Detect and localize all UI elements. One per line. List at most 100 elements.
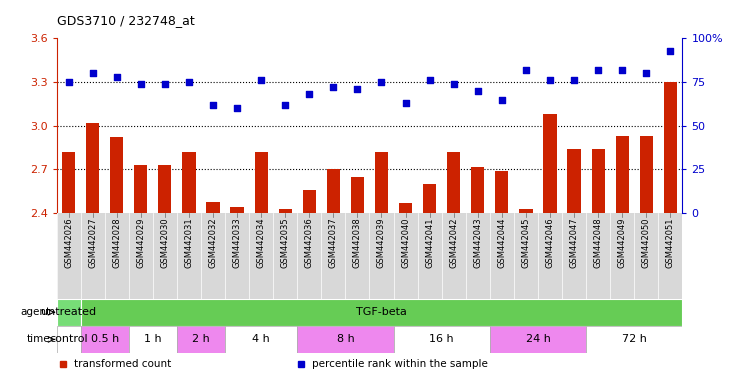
Point bbox=[231, 105, 243, 111]
Text: GSM442028: GSM442028 bbox=[112, 217, 121, 268]
Text: GSM442027: GSM442027 bbox=[88, 217, 97, 268]
Point bbox=[640, 70, 652, 76]
Point bbox=[183, 79, 195, 85]
Bar bbox=[225, 326, 297, 353]
Bar bbox=[134, 165, 148, 213]
Text: percentile rank within the sample: percentile rank within the sample bbox=[312, 359, 488, 369]
Text: GSM442031: GSM442031 bbox=[185, 217, 194, 268]
Text: GSM442049: GSM442049 bbox=[618, 217, 627, 268]
Text: transformed count: transformed count bbox=[74, 359, 171, 369]
Bar bbox=[639, 136, 653, 213]
Bar bbox=[207, 202, 219, 213]
Point bbox=[592, 67, 604, 73]
Point bbox=[664, 48, 676, 54]
Text: GSM442048: GSM442048 bbox=[593, 217, 602, 268]
Point bbox=[159, 81, 171, 87]
Text: 0.5 h: 0.5 h bbox=[90, 334, 119, 344]
Point bbox=[568, 77, 580, 83]
Text: 16 h: 16 h bbox=[429, 334, 454, 344]
Text: TGF-beta: TGF-beta bbox=[356, 307, 407, 317]
Bar bbox=[351, 177, 364, 213]
Bar bbox=[57, 326, 81, 353]
Bar bbox=[471, 167, 484, 213]
Point bbox=[616, 67, 628, 73]
Text: GSM442045: GSM442045 bbox=[522, 217, 530, 268]
Text: 4 h: 4 h bbox=[253, 334, 270, 344]
Text: GSM442030: GSM442030 bbox=[161, 217, 170, 268]
Point bbox=[111, 74, 123, 80]
Point bbox=[87, 70, 99, 76]
Text: GSM442038: GSM442038 bbox=[353, 217, 362, 268]
Text: 2 h: 2 h bbox=[192, 334, 210, 344]
Text: 1 h: 1 h bbox=[144, 334, 161, 344]
Point bbox=[279, 102, 291, 108]
Bar bbox=[544, 114, 556, 213]
Text: 8 h: 8 h bbox=[336, 334, 354, 344]
Point bbox=[351, 86, 363, 92]
Point bbox=[520, 67, 532, 73]
Text: GSM442026: GSM442026 bbox=[64, 217, 73, 268]
Text: GSM442040: GSM442040 bbox=[401, 217, 410, 268]
Text: untreated: untreated bbox=[41, 307, 97, 317]
Point bbox=[327, 84, 339, 90]
Text: GSM442042: GSM442042 bbox=[449, 217, 458, 268]
Text: GDS3710 / 232748_at: GDS3710 / 232748_at bbox=[57, 14, 195, 27]
Bar bbox=[326, 169, 340, 213]
Bar bbox=[615, 136, 629, 213]
Bar bbox=[81, 326, 129, 353]
Text: GSM442047: GSM442047 bbox=[569, 217, 578, 268]
Bar bbox=[568, 149, 581, 213]
Point bbox=[207, 102, 219, 108]
Bar bbox=[399, 203, 412, 213]
Point bbox=[496, 96, 508, 103]
Bar bbox=[520, 209, 532, 213]
Point bbox=[63, 79, 75, 85]
Text: GSM442033: GSM442033 bbox=[232, 217, 241, 268]
Text: agent: agent bbox=[20, 307, 51, 317]
Text: GSM442039: GSM442039 bbox=[377, 217, 386, 268]
Text: GSM442032: GSM442032 bbox=[209, 217, 217, 268]
Text: GSM442044: GSM442044 bbox=[498, 217, 507, 268]
Point bbox=[448, 81, 460, 87]
Point bbox=[544, 77, 556, 83]
Bar bbox=[182, 152, 195, 213]
Point bbox=[424, 77, 436, 83]
Text: GSM442037: GSM442037 bbox=[329, 217, 338, 268]
Bar bbox=[278, 209, 292, 213]
Text: 24 h: 24 h bbox=[526, 334, 550, 344]
Bar bbox=[423, 184, 437, 213]
Point bbox=[375, 79, 388, 85]
Bar bbox=[664, 82, 677, 213]
Bar bbox=[255, 152, 268, 213]
Text: GSM442029: GSM442029 bbox=[136, 217, 146, 268]
Point bbox=[472, 88, 484, 94]
Point bbox=[303, 91, 315, 98]
Bar bbox=[86, 123, 100, 213]
Bar bbox=[129, 326, 177, 353]
Text: 72 h: 72 h bbox=[622, 334, 647, 344]
Bar bbox=[57, 299, 81, 326]
Bar bbox=[591, 149, 605, 213]
Bar bbox=[158, 165, 171, 213]
Text: GSM442046: GSM442046 bbox=[545, 217, 554, 268]
Text: time: time bbox=[26, 334, 51, 344]
Text: GSM442051: GSM442051 bbox=[666, 217, 675, 268]
Text: GSM442043: GSM442043 bbox=[474, 217, 483, 268]
Bar bbox=[177, 326, 225, 353]
Point bbox=[400, 100, 412, 106]
Bar bbox=[375, 152, 388, 213]
Point bbox=[135, 81, 147, 87]
Text: GSM442036: GSM442036 bbox=[305, 217, 314, 268]
Text: GSM442050: GSM442050 bbox=[642, 217, 651, 268]
Text: control: control bbox=[49, 334, 88, 344]
Bar bbox=[495, 171, 508, 213]
Bar bbox=[297, 326, 394, 353]
Bar bbox=[231, 207, 244, 213]
Text: GSM442035: GSM442035 bbox=[280, 217, 290, 268]
Bar bbox=[447, 152, 461, 213]
Bar bbox=[490, 326, 586, 353]
Text: GSM442034: GSM442034 bbox=[256, 217, 265, 268]
Bar bbox=[394, 326, 490, 353]
Text: GSM442041: GSM442041 bbox=[425, 217, 434, 268]
Point bbox=[255, 77, 267, 83]
